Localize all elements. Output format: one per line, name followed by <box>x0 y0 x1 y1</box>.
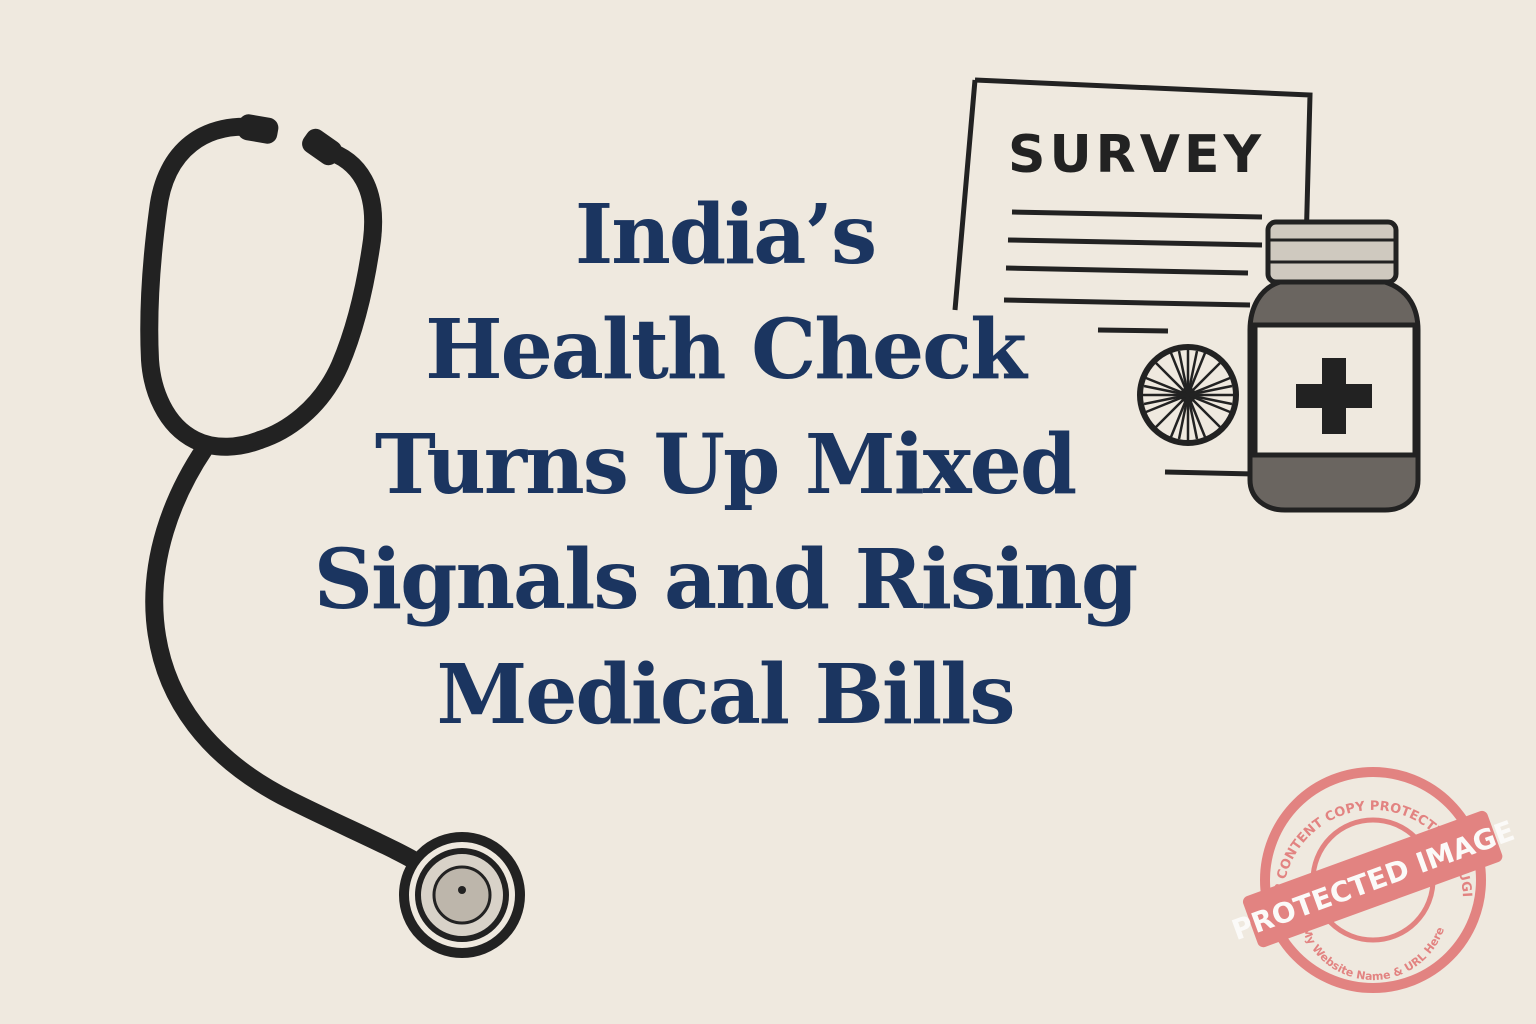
survey-label: SURVEY <box>1008 125 1265 185</box>
headline: India’s Health Check Turns Up Mixed Sign… <box>300 178 1150 753</box>
headline-line: Signals and Rising <box>313 532 1139 628</box>
headline-line: Turns Up Mixed <box>374 417 1077 513</box>
headline-line: Medical Bills <box>436 647 1015 743</box>
headline-line: India’s <box>574 187 877 283</box>
survey-document-icon: SURVEY <box>952 77 1313 478</box>
medicine-bottle-icon <box>1247 219 1421 513</box>
stethoscope-icon <box>140 114 525 958</box>
ashoka-chakra-icon <box>1137 344 1239 446</box>
headline-line: Health Check <box>425 302 1027 398</box>
cross-icon <box>1296 358 1372 434</box>
